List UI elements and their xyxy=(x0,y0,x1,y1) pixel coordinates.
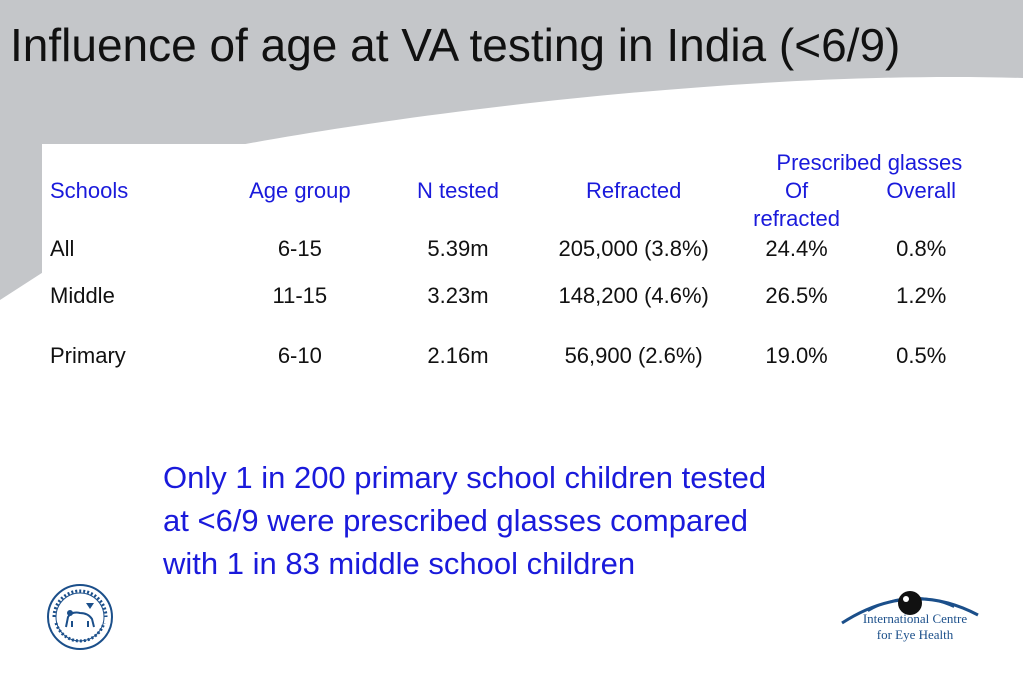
col-header-of-refracted: refracted xyxy=(753,206,840,231)
cell-overall: 0.5% xyxy=(896,343,947,368)
lshtm-seal-icon xyxy=(47,584,113,650)
summary-note-line: with 1 in 83 middle school children xyxy=(163,546,636,581)
col-header-age-group: Age group xyxy=(249,178,351,203)
col-header-schools: Schools xyxy=(50,178,129,203)
summary-note: Only 1 in 200 primary school children te… xyxy=(163,456,883,585)
cell-of-refracted: 26.5% xyxy=(765,283,828,308)
cell-of-refracted: 24.4% xyxy=(765,236,828,261)
col-header-refracted: Refracted xyxy=(585,178,682,203)
data-table: Prescribed glasses Schools Age group N t… xyxy=(42,144,982,386)
cell-refracted: 205,000 (3.8%) xyxy=(558,236,709,261)
cell-refracted: 148,200 (4.6%) xyxy=(558,283,709,308)
cell-of-refracted: 19.0% xyxy=(765,343,828,368)
cell-overall: 1.2% xyxy=(896,283,947,308)
col-header-overall: Overall xyxy=(886,178,957,203)
summary-note-line: Only 1 in 200 primary school children te… xyxy=(163,460,767,495)
summary-note-line: at <6/9 were prescribed glasses compared xyxy=(163,503,749,538)
cell-overall: 0.8% xyxy=(896,236,947,261)
prescribed-glasses-header: Prescribed glasses xyxy=(776,150,963,175)
table-row: Middle 11-15 3.23m 148,200 (4.6%) 26.5% … xyxy=(42,266,982,326)
cell-school: Middle xyxy=(50,283,115,308)
table-row: All 6-15 5.39m 205,000 (3.8%) 24.4% 0.8% xyxy=(42,236,982,266)
cell-n-tested: 5.39m xyxy=(427,236,489,261)
cell-age-group: 11-15 xyxy=(272,283,328,308)
col-header-n-tested: N tested xyxy=(417,178,499,203)
cell-school: All xyxy=(50,236,75,261)
cell-school: Primary xyxy=(50,343,126,368)
data-table-panel: Prescribed glasses Schools Age group N t… xyxy=(42,144,982,406)
col-header-of: Of xyxy=(784,178,809,203)
table-row: Primary 6-10 2.16m 56,900 (2.6%) 19.0% 0… xyxy=(42,326,982,386)
cell-refracted: 56,900 (2.6%) xyxy=(564,343,703,368)
cell-n-tested: 2.16m xyxy=(427,343,489,368)
cell-age-group: 6-10 xyxy=(277,343,322,368)
iceh-eye-logo-icon xyxy=(841,591,979,625)
iceh-logo-text: International Centre xyxy=(862,611,968,626)
cell-n-tested: 3.23m xyxy=(427,283,489,308)
cell-age-group: 6-15 xyxy=(277,236,322,261)
iceh-logo-text: for Eye Health xyxy=(876,627,954,642)
slide-title: Influence of age at VA testing in India … xyxy=(10,19,901,71)
